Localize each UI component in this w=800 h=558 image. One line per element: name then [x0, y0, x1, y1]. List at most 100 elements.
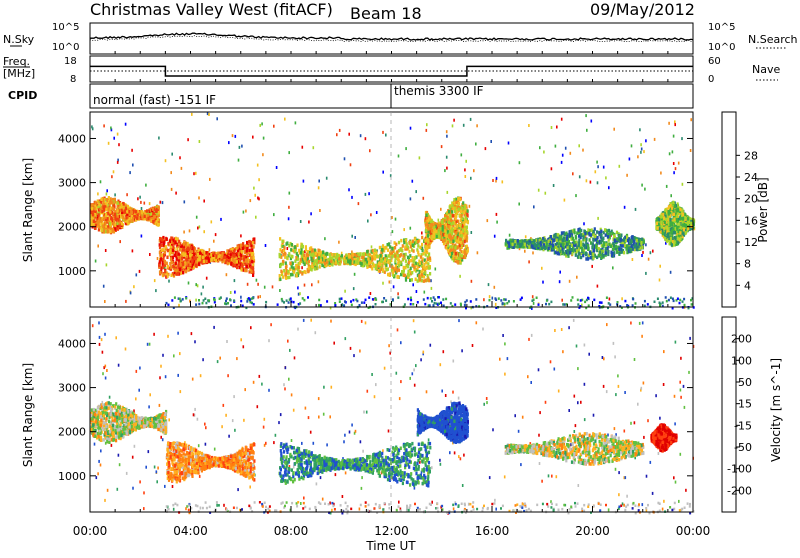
echo-cell [185, 245, 187, 249]
scatter-cell [132, 164, 134, 167]
echo-cell [457, 220, 459, 224]
echo-cell [599, 250, 601, 254]
echo-cell [447, 241, 449, 245]
scatter-cell [624, 206, 626, 209]
scatter-cell [639, 128, 641, 131]
echo-cell [230, 253, 232, 257]
scatter-cell [652, 250, 654, 253]
ground-scatter-cell [466, 299, 468, 302]
echo-cell [160, 271, 162, 275]
scatter-cell [158, 137, 160, 140]
scatter-cell [289, 192, 291, 195]
echo-cell [417, 251, 419, 255]
ground-scatter-cell [438, 296, 440, 299]
scatter-cell [405, 147, 407, 150]
scatter-cell [608, 186, 610, 189]
scatter-cell [360, 134, 362, 137]
echo-cell [309, 253, 311, 257]
echo-cell [451, 252, 453, 256]
scatter-cell [239, 146, 241, 149]
echo-cell [185, 270, 187, 274]
echo-cell [282, 275, 284, 279]
scatter-cell [157, 257, 159, 260]
scatter-cell [415, 190, 417, 193]
date-label: 09/May/2012 [590, 0, 695, 19]
scatter-cell [488, 283, 490, 286]
scatter-cell [539, 146, 541, 149]
echo-cell [459, 248, 461, 252]
echo-cell [452, 240, 454, 244]
echo-cell [220, 256, 222, 259]
scatter-cell [446, 135, 448, 138]
echo-cell [425, 266, 427, 270]
scatter-cell [519, 161, 521, 164]
echo-cell [144, 215, 146, 219]
echo-cell [193, 253, 195, 257]
scatter-cell [609, 298, 611, 301]
echo-cell [360, 252, 362, 256]
scatter-cell [179, 156, 181, 159]
echo-cell [103, 230, 105, 234]
echo-cell [449, 214, 451, 218]
echo-cell [433, 226, 435, 230]
echo-cell [248, 240, 250, 244]
scatter-cell [257, 164, 259, 167]
ground-scatter-cell [586, 299, 588, 302]
ground-scatter-cell [182, 298, 184, 301]
scatter-cell [104, 300, 106, 303]
echo-cell [455, 201, 457, 205]
scatter-cell [351, 196, 353, 199]
scatter-cell [395, 218, 397, 221]
echo-cell [427, 258, 429, 262]
cpid-label: CPID [8, 89, 37, 102]
echo-cell [456, 224, 458, 228]
echo-cell [166, 262, 168, 266]
echo-cell [398, 268, 400, 272]
echo-cell [426, 238, 428, 242]
scatter-cell [645, 272, 647, 275]
echo-cell [317, 249, 319, 253]
nsky-trace [90, 33, 693, 40]
scatter-cell [162, 201, 164, 204]
scatter-cell [255, 216, 257, 219]
scatter-cell [648, 258, 650, 261]
ground-scatter-cell [281, 300, 283, 303]
echo-cell [183, 248, 185, 252]
echo-cell [402, 244, 404, 248]
scatter-cell [234, 291, 236, 294]
ground-scatter-cell [214, 301, 216, 304]
echo-cell [449, 230, 451, 234]
scatter-cell [579, 175, 581, 178]
ground-scatter-cell [277, 303, 279, 306]
echo-cell [465, 232, 467, 236]
ground-scatter-cell [233, 299, 235, 302]
echo-cell [452, 214, 454, 218]
ground-scatter-cell [506, 302, 508, 305]
scatter-cell [674, 123, 676, 126]
echo-cell [381, 248, 383, 252]
ground-scatter-cell [365, 299, 367, 302]
echo-cell [425, 214, 427, 218]
ground-scatter-cell [343, 304, 345, 307]
echo-cell [286, 241, 288, 245]
echo-cell [396, 250, 398, 254]
echo-cell [282, 260, 284, 264]
ground-scatter-cell [668, 299, 670, 302]
echo-cell [279, 274, 281, 278]
echo-cell [105, 213, 107, 217]
echo-cell [324, 262, 326, 266]
echo-cell [425, 246, 427, 250]
echo-cell [605, 233, 607, 237]
echo-cell [198, 262, 200, 266]
ground-scatter-cell [174, 296, 176, 299]
scatter-cell [132, 249, 134, 252]
ground-scatter-cell [318, 304, 320, 307]
scatter-cell [545, 192, 547, 195]
echo-cell [306, 253, 308, 257]
echo-cell [241, 250, 243, 254]
echo-cell [110, 206, 112, 210]
scatter-cell [111, 175, 113, 178]
ground-scatter-cell [320, 304, 322, 307]
freq-left-tick-bottom: 8 [70, 74, 76, 85]
